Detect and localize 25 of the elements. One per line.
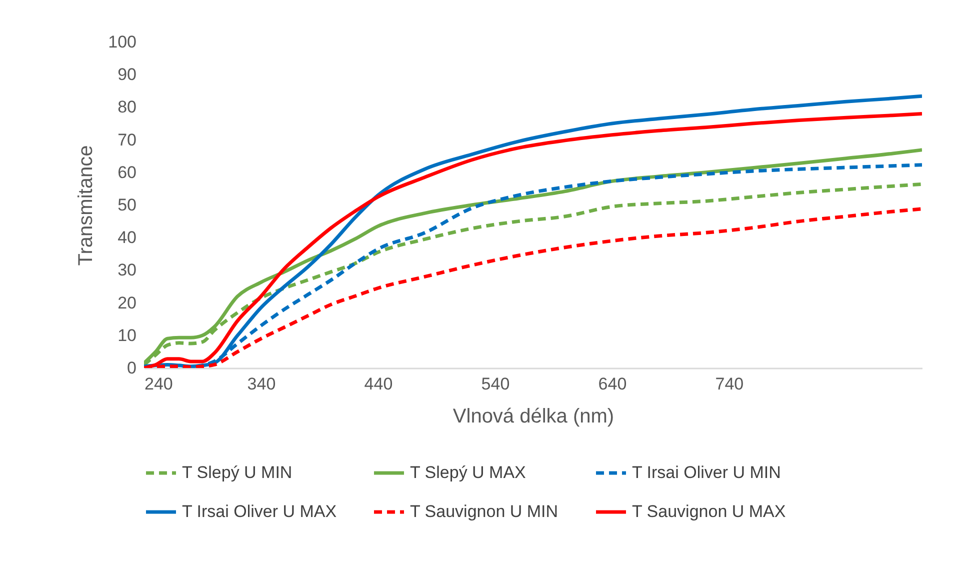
y-tick-label: 70	[118, 130, 136, 150]
x-tick-label: 540	[481, 374, 510, 394]
y-tick-label: 80	[118, 98, 136, 117]
x-tick-label: 740	[715, 374, 744, 394]
y-axis-title: Transmitance	[75, 145, 98, 266]
x-tick-label: 640	[598, 374, 627, 394]
x-tick-label: 340	[247, 374, 276, 394]
y-tick-label: 20	[118, 293, 136, 312]
y-tick-label: 60	[118, 162, 136, 182]
x-axis-title: Vlnová délka (nm)	[452, 406, 614, 428]
legend-label: T Irsai Oliver U MIN	[632, 463, 781, 482]
y-tick-label: 50	[118, 196, 136, 214]
y-tick-label: 0	[127, 358, 136, 378]
legend-label: T Sauvignon U MAX	[632, 502, 786, 521]
y-tick-label: 10	[118, 326, 136, 345]
y-tick-label: 100	[108, 32, 136, 52]
y-tick-label: 30	[118, 260, 136, 280]
y-tick-label: 90	[118, 65, 136, 84]
legend-label: T Slepý U MIN	[182, 463, 292, 482]
legend-label: T Sauvignon U MIN	[410, 502, 558, 521]
legend-label: T Slepý U MAX	[410, 463, 526, 482]
legend-label: T Irsai Oliver U MAX	[182, 502, 337, 521]
x-tick-label: 240	[144, 374, 173, 394]
y-tick-label: 40	[118, 228, 136, 248]
x-tick-label: 440	[364, 374, 393, 394]
